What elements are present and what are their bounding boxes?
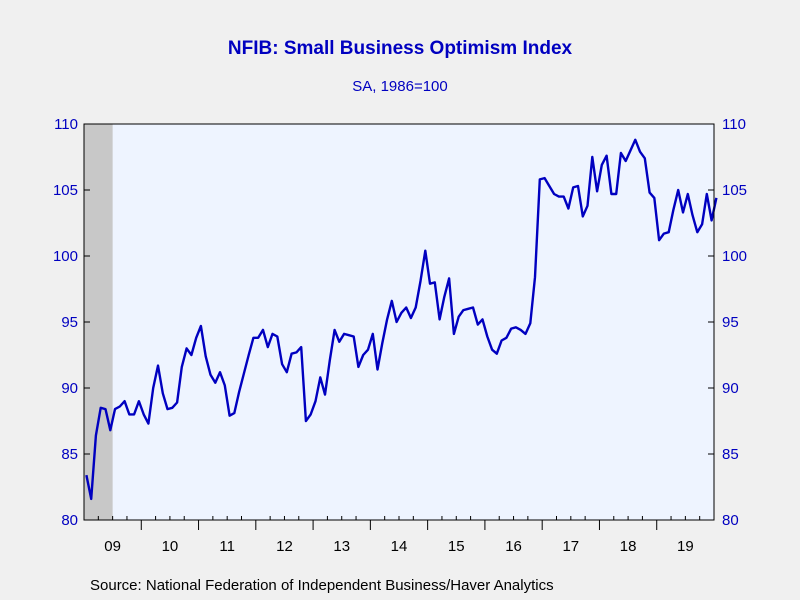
chart-subtitle: SA, 1986=100 (352, 78, 448, 95)
y-tick-label-right: 100 (722, 248, 747, 265)
x-tick-label: 15 (448, 538, 465, 555)
y-tick-label-left: 100 (53, 248, 78, 265)
x-tick-label: 10 (162, 538, 179, 555)
y-tick-label-right: 85 (722, 446, 739, 463)
y-tick-label-left: 95 (61, 314, 78, 331)
plot-border (83, 123, 715, 521)
source-note: Source: National Federation of Independe… (90, 577, 554, 594)
y-tick-label-right: 80 (722, 512, 739, 529)
x-tick-label: 16 (505, 538, 522, 555)
x-tick-label: 11 (219, 538, 235, 555)
y-tick-label-left: 80 (61, 512, 78, 529)
y-tick-label-right: 105 (722, 182, 747, 199)
x-tick-label: 19 (677, 538, 694, 555)
chart-title: NFIB: Small Business Optimism Index (227, 38, 573, 59)
y-tick-label-left: 85 (61, 446, 78, 463)
x-tick-label: 12 (276, 538, 293, 555)
plot-background (84, 124, 714, 520)
x-tick-label: 09 (104, 538, 121, 555)
x-tick-label: 14 (391, 538, 408, 555)
x-tick-label: 17 (562, 538, 579, 555)
y-tick-label-left: 90 (61, 380, 78, 397)
x-tick-label: 13 (333, 538, 350, 555)
y-tick-label-right: 95 (722, 314, 739, 331)
y-tick-label-right: 90 (722, 380, 739, 397)
y-tick-label-left: 105 (53, 182, 78, 199)
y-tick-label-right: 110 (722, 116, 746, 133)
x-tick-label: 18 (620, 538, 637, 555)
series-line (85, 138, 718, 501)
y-tick-label-left: 110 (54, 116, 78, 133)
axis-layer: 80 80 85 85 90 90 95 95 100 100 105 105 110 110 09 10 11… (53, 116, 747, 555)
